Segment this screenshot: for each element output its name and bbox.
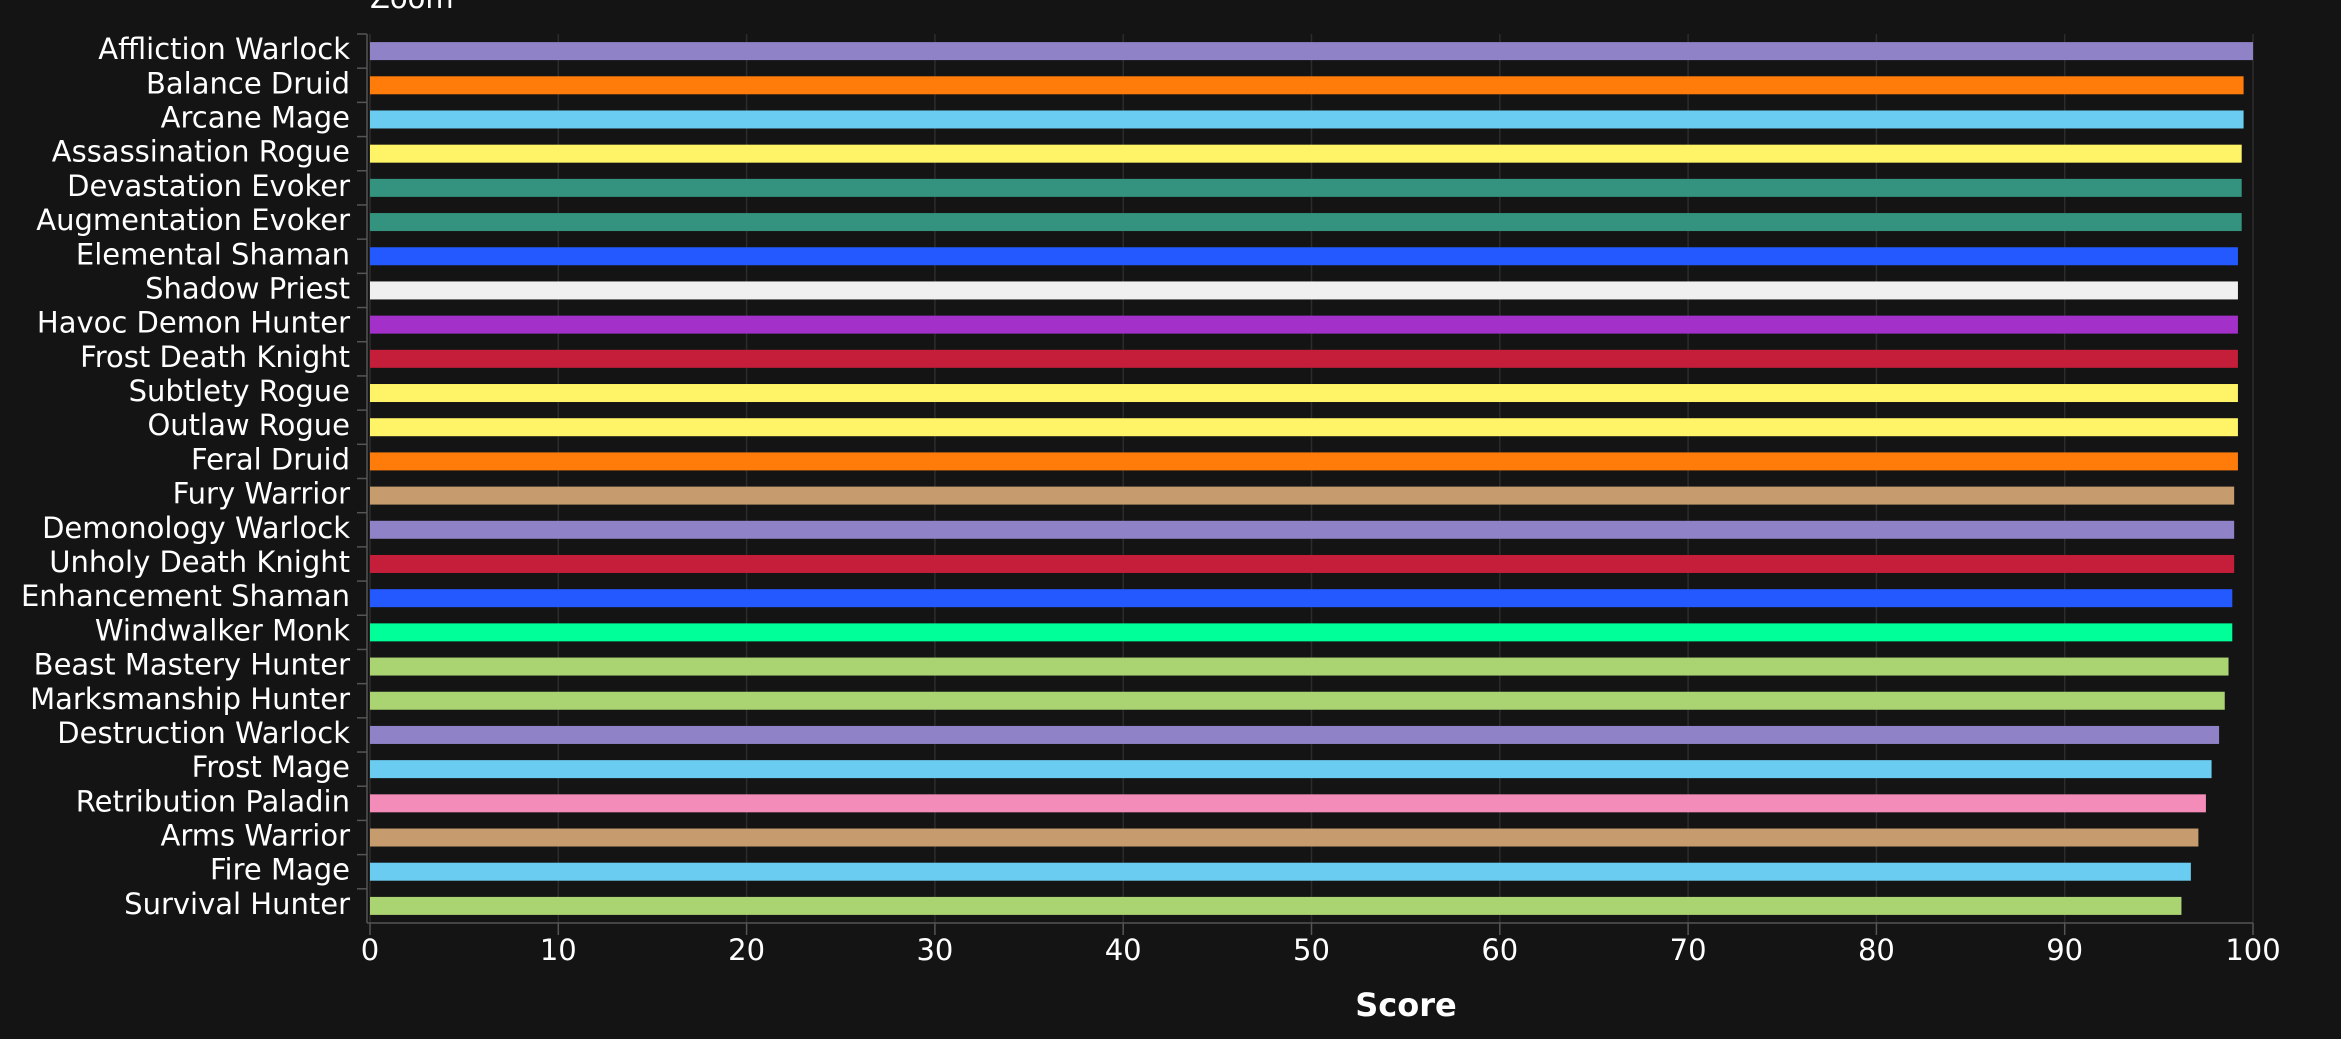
x-tick-label: 30 [916, 933, 953, 967]
x-tick-label: 90 [2046, 933, 2083, 967]
y-tick-label: Destruction Warlock [57, 716, 350, 750]
bar [370, 589, 2233, 608]
y-tick-label: Survival Hunter [124, 887, 350, 921]
bar [370, 384, 2238, 403]
bar [370, 315, 2238, 334]
y-tick-label: Enhancement Shaman [21, 579, 350, 613]
bar [370, 178, 2242, 197]
y-tick-label: Affliction Warlock [98, 32, 350, 66]
y-tick-label: Feral Druid [191, 442, 350, 476]
y-tick-label: Outlaw Rogue [147, 408, 350, 442]
bar [370, 691, 2225, 710]
y-tick-label: Assassination Rogue [52, 135, 350, 169]
y-tick-label: Arcane Mage [161, 100, 350, 134]
y-tick-label: Unholy Death Knight [49, 545, 350, 579]
y-tick-label: Frost Death Knight [80, 340, 350, 374]
x-tick-label: 20 [728, 933, 765, 967]
y-tick-label: Shadow Priest [145, 271, 350, 305]
y-tick-label: Retribution Paladin [76, 784, 350, 818]
y-tick-label: Marksmanship Hunter [30, 682, 350, 716]
bar [370, 554, 2235, 573]
y-tick-label: Elemental Shaman [76, 237, 350, 271]
y-tick-label: Fire Mage [210, 853, 350, 887]
x-tick-label: 60 [1481, 933, 1518, 967]
y-tick-label: Augmentation Evoker [36, 203, 350, 237]
x-tick-label: 40 [1105, 933, 1142, 967]
bar [370, 794, 2206, 813]
x-tick-label: 10 [540, 933, 577, 967]
bar [370, 725, 2220, 744]
x-tick-label: 80 [1858, 933, 1895, 967]
bar [370, 657, 2229, 676]
bar [370, 896, 2182, 915]
y-tick-label: Beast Mastery Hunter [34, 648, 350, 682]
bar [370, 760, 2212, 779]
x-tick-label: 70 [1670, 933, 1707, 967]
x-axis-title: Score [1355, 986, 1456, 1024]
bar [370, 76, 2244, 95]
bar [370, 213, 2242, 232]
y-tick-label: Havoc Demon Hunter [37, 306, 350, 340]
bar [370, 110, 2244, 129]
y-tick-label: Frost Mage [192, 750, 350, 784]
y-tick-label: Windwalker Monk [95, 613, 350, 647]
bar [370, 520, 2235, 539]
bar [370, 623, 2233, 642]
bar [370, 418, 2238, 437]
bar [370, 281, 2238, 300]
y-tick-label: Fury Warrior [173, 477, 351, 511]
x-tick-label: 50 [1293, 933, 1330, 967]
bar [370, 486, 2235, 505]
y-tick-label: Balance Druid [146, 66, 350, 100]
y-tick-label: Demonology Warlock [42, 511, 350, 545]
bar [370, 349, 2238, 368]
bar [370, 144, 2242, 163]
bar [370, 452, 2238, 471]
x-tick-label: 0 [361, 933, 379, 967]
bar [370, 42, 2253, 61]
bar [370, 828, 2199, 847]
y-tick-label: Devastation Evoker [67, 169, 350, 203]
bar [370, 247, 2238, 266]
zoom-label: Zoom [370, 0, 454, 15]
y-tick-label: Arms Warrior [161, 819, 351, 853]
y-tick-label: Subtlety Rogue [129, 374, 350, 408]
bar [370, 862, 2191, 881]
x-tick-label: 100 [2225, 933, 2280, 967]
